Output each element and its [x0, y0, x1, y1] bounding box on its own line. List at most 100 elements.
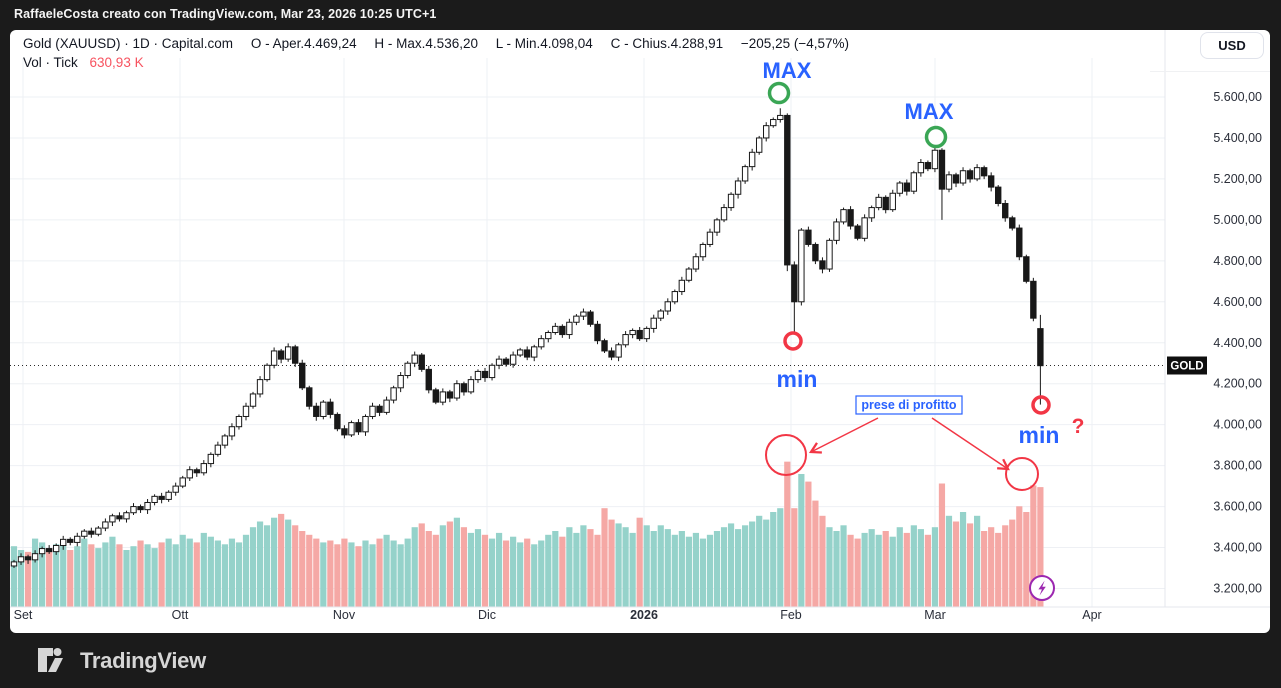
min-label: min	[777, 366, 818, 392]
candle-body	[1016, 227, 1023, 258]
candle-body	[861, 217, 868, 239]
candle-body	[980, 167, 988, 177]
symbol-price-tag-text: GOLD	[1170, 361, 1203, 373]
volume-bar	[263, 525, 271, 607]
candle-body	[833, 221, 840, 241]
time-axis[interactable]: Set Ott Nov Dic 2026 Feb Mar Apr	[14, 608, 1102, 622]
candle-body	[306, 387, 313, 407]
volume-bar	[981, 531, 988, 607]
candle-body	[713, 219, 721, 233]
candle-body	[650, 317, 657, 329]
volume-label[interactable]: Vol · Tick	[23, 55, 78, 70]
volume-bar	[966, 523, 974, 607]
volume-bar	[271, 517, 278, 607]
volume-bar	[587, 529, 594, 607]
candle-body	[376, 405, 383, 413]
candle-body	[474, 370, 482, 381]
candle-body	[812, 243, 819, 262]
volume-bar	[488, 538, 496, 607]
callout-text: prese di profitto	[861, 398, 957, 412]
volume-bar	[320, 542, 327, 607]
chart-canvas[interactable]: 5.600,00 5.400,00 5.200,00 5.000,00 4.800,00…	[10, 30, 1270, 633]
candle-body	[207, 453, 215, 465]
volume-bar	[39, 542, 46, 607]
candle-body	[699, 243, 707, 258]
candle-body	[411, 354, 418, 364]
volume-bar	[81, 538, 88, 607]
volume-bar	[446, 521, 453, 607]
candle-body	[467, 379, 475, 393]
volume-bar	[1002, 525, 1009, 607]
candle-body	[256, 379, 264, 395]
volume-bar	[1009, 519, 1016, 607]
price-axis-label: 3.400,00	[1213, 541, 1262, 555]
candle-body	[854, 225, 861, 239]
candle-body	[172, 485, 179, 493]
volume-bar	[657, 525, 664, 607]
candle-body	[523, 349, 531, 358]
candle-body	[277, 350, 285, 360]
symbol-title[interactable]: Gold (XAUUSD) · 1D · Capital.com	[23, 36, 234, 51]
volume-bar	[439, 525, 446, 607]
volume-bar	[137, 540, 144, 607]
candle-body	[945, 174, 953, 190]
price-axis[interactable]: 5.600,00 5.400,00 5.200,00 5.000,00 4.800,00…	[1167, 90, 1262, 596]
change-value: −205,25 (−4,57%)	[740, 36, 849, 51]
volume-bar	[1023, 512, 1030, 607]
candle-body	[116, 515, 123, 520]
price-axis-label: 4.800,00	[1213, 254, 1262, 268]
candle-body	[629, 329, 636, 336]
volume-bar	[116, 544, 123, 607]
volume-bar	[664, 529, 671, 607]
candle-body	[186, 469, 193, 479]
candle-body	[341, 428, 348, 436]
volume-bar	[31, 538, 39, 607]
volume-bar	[453, 517, 460, 607]
ohlc-open: O - Aper.4.469,24	[250, 36, 357, 51]
candle-body	[74, 535, 81, 543]
candle-body	[425, 368, 432, 391]
boost-button[interactable]	[1029, 575, 1055, 601]
candle-body	[144, 501, 151, 511]
candle-body	[770, 119, 777, 127]
volume-bar	[727, 523, 735, 607]
volume-bar	[249, 527, 257, 607]
currency-button[interactable]: USD	[1200, 32, 1264, 59]
candle-body	[165, 491, 172, 500]
volume-bar	[566, 527, 573, 607]
candle-body	[995, 186, 1002, 204]
price-axis-label: 5.000,00	[1213, 213, 1262, 227]
volume-bar	[777, 508, 784, 607]
volume-bar	[608, 519, 615, 607]
volume-bar	[770, 512, 777, 607]
candle-body	[123, 512, 130, 520]
volume-bar	[720, 527, 728, 607]
candle-body	[847, 209, 854, 227]
candle-body	[601, 340, 608, 352]
candle-body	[369, 405, 376, 417]
candle-body	[432, 389, 440, 403]
volume-bar	[580, 525, 587, 607]
volume-bar	[622, 527, 629, 607]
candle-body	[966, 170, 974, 180]
candle-body	[45, 548, 53, 553]
candle-body	[390, 387, 397, 401]
volume-bar	[819, 515, 826, 607]
candle-body	[362, 415, 369, 433]
volume-bar	[74, 546, 81, 607]
price-axis-label: 4.600,00	[1213, 295, 1262, 309]
candle-body	[495, 358, 503, 366]
volume-bar	[24, 551, 32, 607]
candle-body	[348, 422, 355, 436]
candle-body	[671, 291, 679, 303]
min-marker-circle	[1031, 395, 1051, 415]
candle-body	[910, 172, 918, 192]
candle-body	[594, 323, 601, 342]
candle-body	[755, 137, 763, 153]
candle-body	[1023, 256, 1030, 282]
candle-body	[531, 346, 538, 358]
volume-bar	[784, 461, 791, 607]
tradingview-logo[interactable]: TradingView	[38, 647, 206, 674]
symbol-header: Gold (XAUUSD) · 1D · Capital.com O - Ape…	[23, 36, 863, 51]
volume-bar	[917, 529, 924, 607]
